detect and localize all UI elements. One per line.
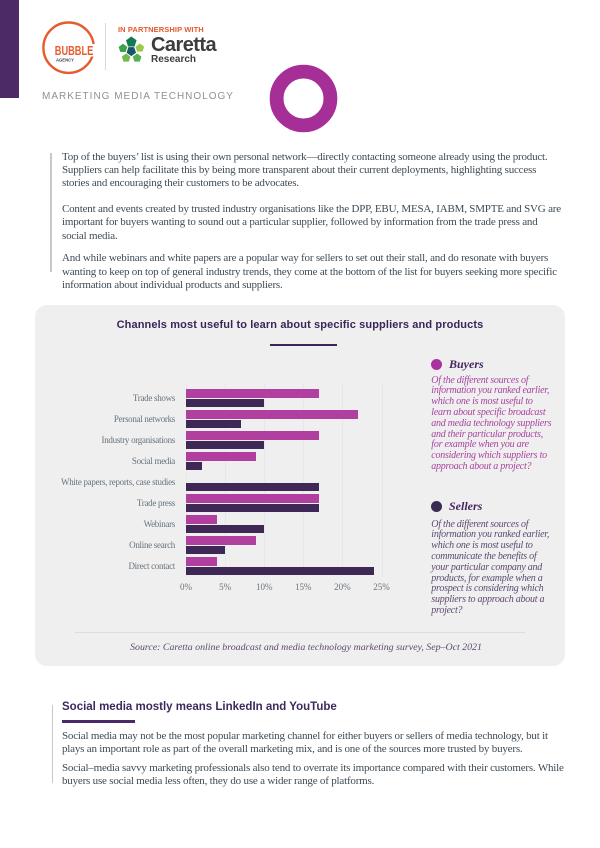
svg-text:AGENCY: AGENCY bbox=[56, 57, 75, 63]
svg-text:BUBBLE: BUBBLE bbox=[55, 44, 94, 58]
